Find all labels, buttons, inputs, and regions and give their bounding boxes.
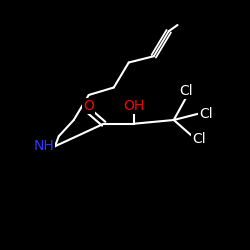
Text: Cl: Cl	[192, 132, 205, 146]
Text: Cl: Cl	[200, 107, 213, 121]
Text: NH: NH	[34, 139, 54, 153]
Text: OH: OH	[123, 99, 144, 113]
Text: Cl: Cl	[180, 84, 193, 98]
Text: O: O	[83, 99, 94, 113]
